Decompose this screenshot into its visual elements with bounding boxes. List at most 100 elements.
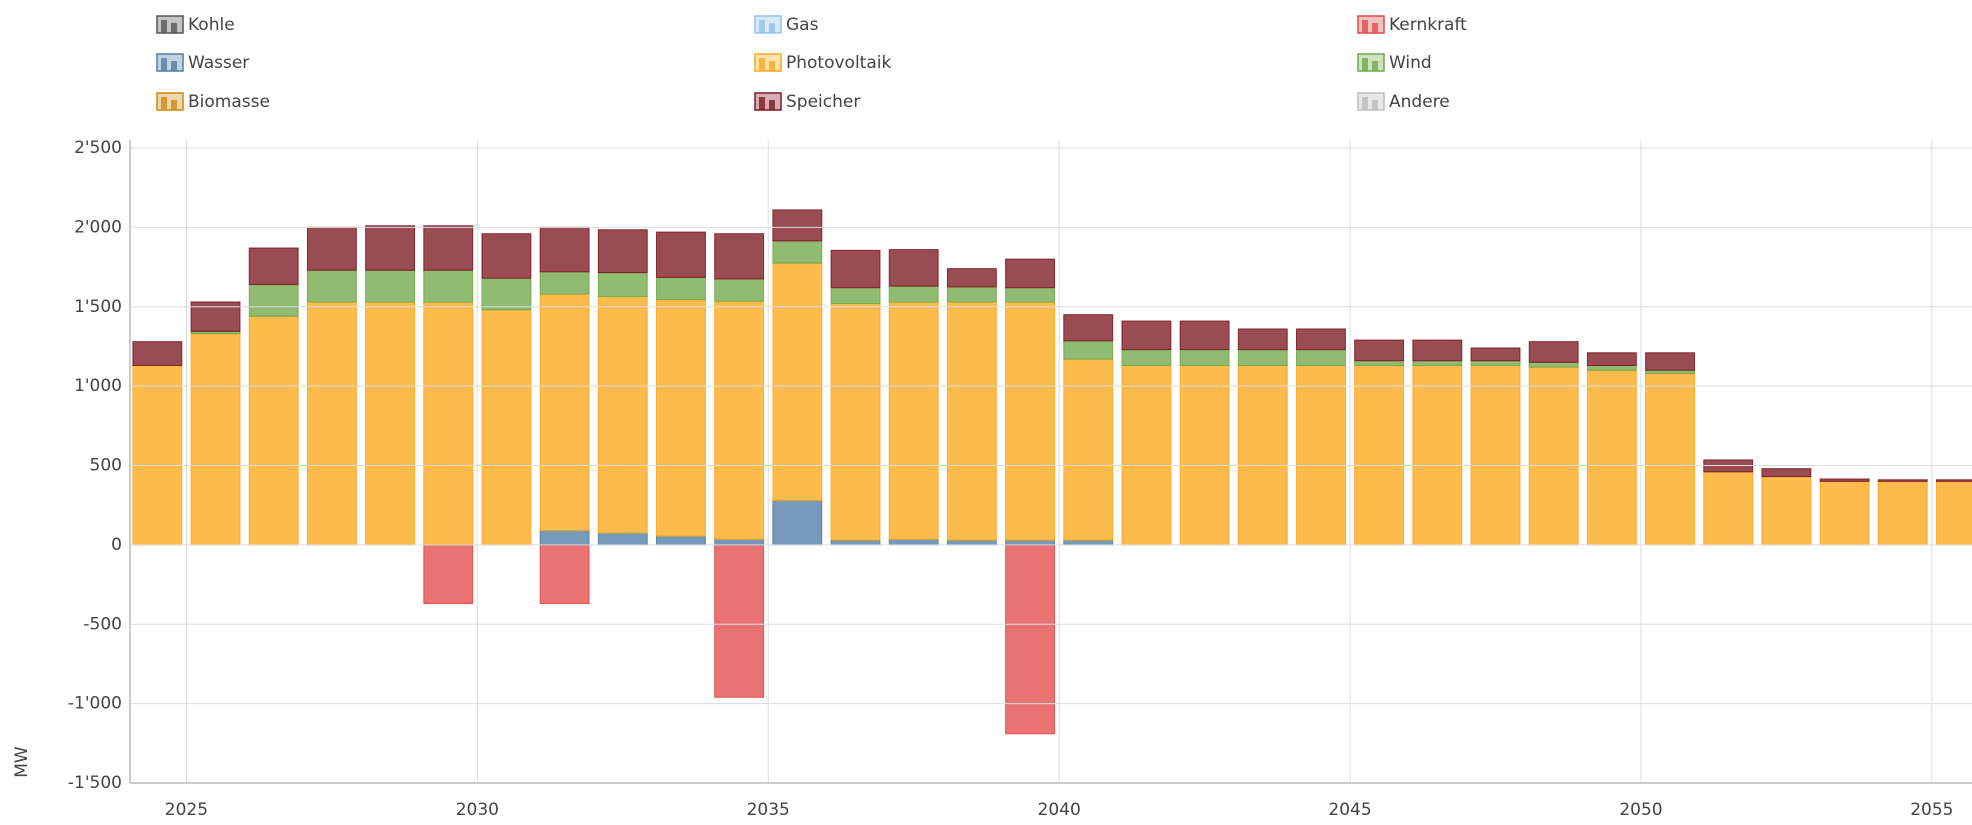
bar-segment xyxy=(1412,360,1463,366)
legend-swatch xyxy=(754,15,782,34)
bar-segment xyxy=(1354,360,1405,366)
bar-segment xyxy=(1063,340,1114,360)
legend-item: Kernkraft xyxy=(1357,15,1467,35)
legend-swatch-bar xyxy=(769,100,775,110)
y-tick-label: 2'000 xyxy=(74,217,122,237)
bar-segment xyxy=(1179,320,1230,351)
legend-label: Wasser xyxy=(188,53,249,73)
bar-segment xyxy=(539,530,590,546)
bar-segment xyxy=(1179,364,1230,546)
bar-segment xyxy=(597,272,648,297)
bar-segment xyxy=(539,271,590,295)
bar-segment xyxy=(481,309,532,546)
legend-swatch-bar xyxy=(161,58,167,71)
bar-segment xyxy=(306,269,357,303)
bar-segment xyxy=(714,300,765,540)
bar-segment xyxy=(656,276,706,301)
bar-segment xyxy=(1296,349,1346,366)
bar-segment xyxy=(1528,361,1579,368)
bar-segment xyxy=(1005,258,1055,289)
y-tick-label: 0 xyxy=(111,535,122,555)
bar-segment xyxy=(1063,358,1114,541)
legend-item: Photovoltaik xyxy=(754,53,891,73)
bar-segment xyxy=(423,225,474,271)
legend-swatch-bar xyxy=(171,100,177,110)
plot-area xyxy=(132,209,1972,735)
bar-segment xyxy=(1412,364,1463,546)
bar-segment xyxy=(132,341,183,366)
legend-label: Kernkraft xyxy=(1389,15,1467,35)
legend-item: Wind xyxy=(1357,53,1432,73)
y-tick-label: 1'000 xyxy=(74,376,122,396)
bar-segment xyxy=(1063,539,1114,546)
bar-segment xyxy=(481,233,532,279)
bar-segment xyxy=(1761,476,1812,546)
bar-segment xyxy=(248,315,299,546)
bar-segment xyxy=(248,284,299,317)
bar-segment xyxy=(1936,480,1972,546)
bar-segment xyxy=(1005,544,1055,735)
legend-swatch-bar xyxy=(769,61,775,71)
bar-segment xyxy=(539,293,590,532)
x-tick-label: 2045 xyxy=(1328,800,1371,820)
bar-segment xyxy=(597,295,648,534)
legend-label: Speicher xyxy=(786,92,860,112)
legend-swatch xyxy=(754,53,782,72)
legend-swatch-bar xyxy=(1372,23,1378,33)
bar-segment xyxy=(1412,339,1463,362)
bar-segment xyxy=(306,301,357,546)
bar-segment xyxy=(1645,352,1695,371)
legend-swatch xyxy=(1357,53,1385,72)
bar-segment xyxy=(1819,480,1870,546)
bar-segment xyxy=(1005,539,1055,546)
legend-item: Gas xyxy=(754,15,819,35)
bar-segment xyxy=(1586,364,1637,371)
bar-segment xyxy=(888,538,939,546)
bar-segment xyxy=(772,240,823,264)
bar-segment xyxy=(830,303,881,541)
legend-label: Kohle xyxy=(188,15,235,35)
legend-label: Biomasse xyxy=(188,92,270,112)
y-tick-label: -1'500 xyxy=(68,773,122,793)
bar-segment xyxy=(714,278,765,302)
bar-segment xyxy=(714,233,765,280)
bar-segment xyxy=(1354,364,1405,546)
legend-swatch-bar xyxy=(1362,97,1368,110)
bar-segment xyxy=(714,544,765,698)
bar-segment xyxy=(1703,471,1754,546)
y-tick-label: 500 xyxy=(90,456,122,476)
bar-segment xyxy=(946,286,997,303)
legend-item: Andere xyxy=(1357,92,1450,112)
y-tick-label: 1'500 xyxy=(74,297,122,317)
bar-segment xyxy=(1936,479,1972,482)
bar-segment xyxy=(1296,364,1346,546)
bar-segment xyxy=(1063,314,1114,342)
bar-segment xyxy=(1179,349,1230,366)
bar-segment xyxy=(1470,347,1521,362)
bar-segment xyxy=(830,539,881,546)
legend-swatch xyxy=(754,92,782,111)
bar-segment xyxy=(1586,369,1637,546)
bar-segment xyxy=(1586,352,1637,366)
x-tick-label: 2055 xyxy=(1910,800,1953,820)
bar-segment xyxy=(539,544,590,605)
bar-segment xyxy=(248,247,299,286)
legend-item: Biomasse xyxy=(156,92,270,112)
bar-segment xyxy=(772,499,823,546)
legend-item: Kohle xyxy=(156,15,235,35)
legend-swatch-bar xyxy=(1362,20,1368,33)
legend-swatch-bar xyxy=(759,58,765,71)
bar-segment xyxy=(656,299,706,537)
bar-segment xyxy=(306,226,357,271)
legend-swatch xyxy=(156,92,184,111)
bar-segment xyxy=(1237,364,1288,546)
legend-label: Gas xyxy=(786,15,819,35)
bar-segment xyxy=(190,333,241,546)
bar-segment xyxy=(1121,349,1172,366)
bar-segment xyxy=(365,301,416,546)
x-tick-label: 2025 xyxy=(165,800,208,820)
bar-segment xyxy=(1761,468,1812,478)
bar-segment xyxy=(656,535,706,546)
legend-swatch-bar xyxy=(1372,100,1378,110)
bar-segment xyxy=(1121,364,1172,546)
